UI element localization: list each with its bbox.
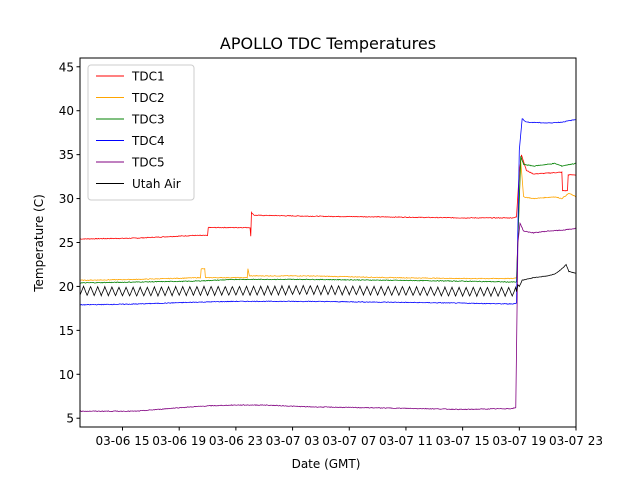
y-tick-label-20: 20 — [59, 280, 74, 294]
ticks-layer: 5 10 15 20 25 30 35 40 45 03-06 15 03-06 19 03-06 2… — [59, 60, 603, 448]
y-tick-label-10: 10 — [59, 368, 74, 382]
x-tick-label-3: 03-07 03 — [266, 434, 320, 448]
legend-label-tdc1: TDC1 — [131, 70, 165, 84]
y-tick-label-40: 40 — [59, 104, 74, 118]
legend-box — [87, 64, 195, 201]
x-tick-label-8: 03-07 23 — [549, 434, 603, 448]
x-tick-label-1: 03-06 19 — [152, 434, 206, 448]
series-line-tdc3 — [79, 156, 577, 284]
y-axis-label: Temperature (C) — [32, 194, 46, 293]
y-tick-label-30: 30 — [59, 192, 74, 206]
legend-label-utah-air: Utah Air — [132, 177, 181, 191]
series-line-tdc1 — [79, 154, 577, 240]
x-axis-label: Date (GMT) — [292, 457, 361, 471]
y-tick-label-35: 35 — [59, 148, 74, 162]
x-tick-label-2: 03-06 23 — [209, 434, 263, 448]
legend: TDC1 TDC2 TDC3 TDC4 TDC5 Utah Air — [87, 64, 195, 201]
legend-label-tdc2: TDC2 — [131, 91, 165, 105]
x-tick-label-5: 03-07 11 — [379, 434, 433, 448]
series-line-tdc2 — [79, 160, 577, 282]
series-line-tdc5 — [79, 222, 577, 412]
y-tick-label-25: 25 — [59, 236, 74, 250]
legend-label-tdc5: TDC5 — [131, 156, 165, 170]
series-line-tdc4 — [79, 118, 577, 306]
x-tick-label-6: 03-07 15 — [436, 434, 490, 448]
x-tick-label-0: 03-06 15 — [96, 434, 150, 448]
legend-label-tdc4: TDC4 — [131, 134, 165, 148]
x-tick-label-7: 03-07 19 — [492, 434, 546, 448]
chart-title: APOLLO TDC Temperatures — [220, 34, 436, 53]
y-tick-label-15: 15 — [59, 324, 74, 338]
series-layer — [79, 118, 577, 412]
y-tick-label-45: 45 — [59, 60, 74, 74]
legend-label-tdc3: TDC3 — [131, 113, 165, 127]
y-tick-label-5: 5 — [66, 412, 74, 426]
x-tick-label-4: 03-07 07 — [322, 434, 376, 448]
series-line-utah-air — [79, 263, 577, 298]
